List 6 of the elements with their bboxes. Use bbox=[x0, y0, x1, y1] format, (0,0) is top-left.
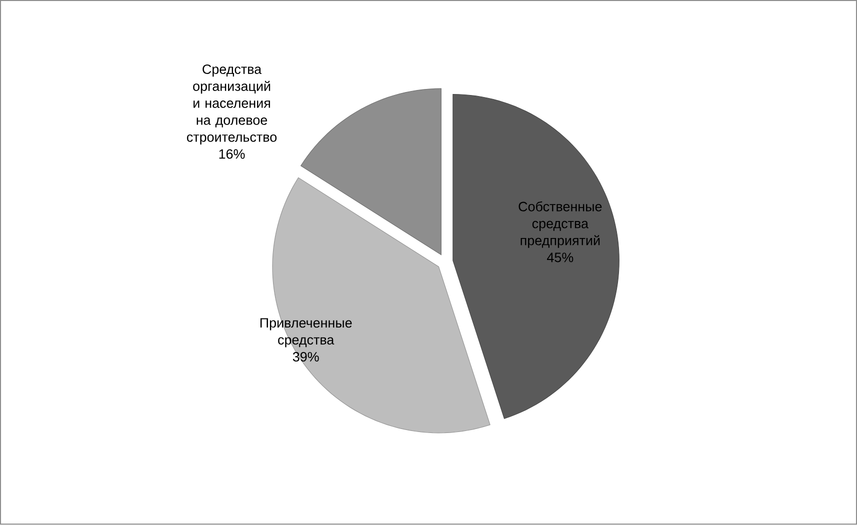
data-label: 39% bbox=[292, 352, 319, 362]
data-label: 16% bbox=[219, 149, 245, 159]
data-label: 45% bbox=[546, 252, 574, 262]
slice-label: Средства организаций и населения на долевое строительство bbox=[186, 64, 277, 145]
slice-label: Собственные средства предприятий bbox=[518, 202, 602, 248]
slice-label: Привлеченные средства bbox=[260, 318, 352, 348]
